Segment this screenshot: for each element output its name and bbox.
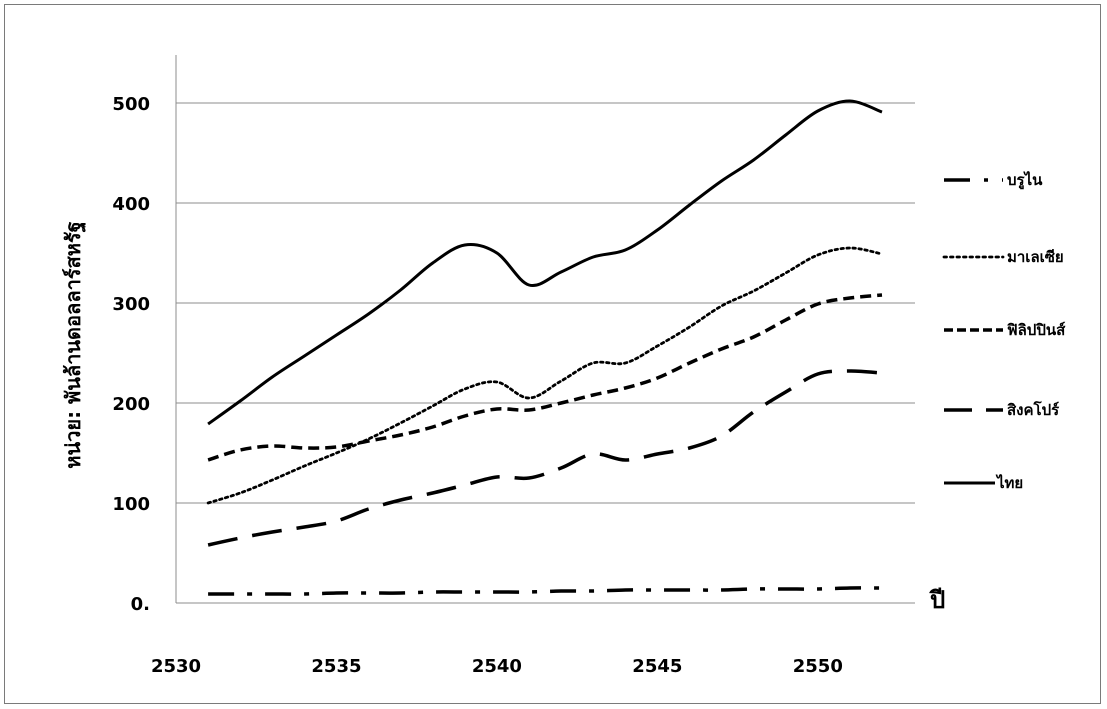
x-tick-label-2545: 2545: [632, 656, 682, 677]
legend-item-philippines: ฟิลิปปินส์: [944, 321, 1066, 339]
legend-label-thailand: ไทย: [995, 473, 1023, 492]
x-tick-label-2530: 2530: [151, 656, 201, 677]
legend-item-thailand: ไทย: [944, 473, 1023, 492]
x-tick-label-2535: 2535: [311, 656, 361, 677]
chart-frame: [4, 4, 1101, 704]
y-tick-label-0: 0.: [131, 594, 150, 615]
series-line-philippines: [207, 293, 883, 462]
y-tick-label-500: 500: [112, 94, 150, 115]
legend-label-singapore: สิงคโปร์: [1007, 400, 1060, 419]
y-tick-label-100: 100: [112, 494, 150, 515]
series-lines: [206, 99, 884, 596]
series-line-thailand: [207, 99, 883, 426]
legend-item-brunei: บรูไน: [944, 170, 1043, 190]
gridlines: [176, 102, 915, 504]
y-tick-label-300: 300: [112, 294, 150, 315]
x-tick-label-2540: 2540: [472, 656, 522, 677]
x-axis-unit-label: ปี: [929, 585, 945, 614]
legend-item-malaysia: มาเลเซีย: [942, 248, 1064, 266]
axes: [175, 55, 915, 604]
legend-label-philippines: ฟิลิปปินส์: [1007, 321, 1066, 339]
legend-label-malaysia: มาเลเซีย: [1007, 248, 1064, 266]
series-line-malaysia: [206, 246, 884, 505]
y-tick-label-200: 200: [112, 394, 150, 415]
y-axis-label: หน่วย: พันล้านดอลลาร์สหรัฐ: [61, 221, 87, 468]
legend-label-brunei: บรูไน: [1007, 170, 1043, 190]
y-tick-label-400: 400: [112, 194, 150, 215]
tick-labels: 0. 100 200 300 400 500 2530 2535 2540 2545 2550: [112, 94, 842, 677]
legend-item-singapore: สิงคโปร์: [944, 400, 1060, 419]
x-tick-label-2550: 2550: [793, 656, 843, 677]
series-line-brunei: [208, 586, 883, 596]
series-line-singapore: [207, 369, 883, 547]
